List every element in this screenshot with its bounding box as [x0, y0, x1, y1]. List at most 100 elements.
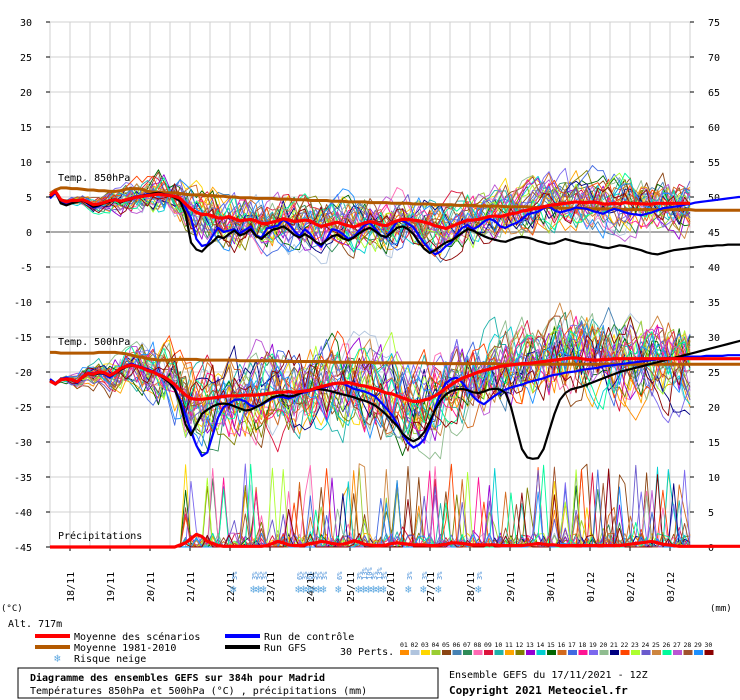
x-tick-label: 03/12 [666, 572, 677, 602]
left-tick-label: 20 [20, 88, 32, 99]
snowflake-icon: ❄ [300, 583, 307, 596]
left-tick-label: -20 [14, 368, 32, 379]
pert-850-line [49, 169, 691, 255]
pert-id-label: 22 [621, 641, 629, 649]
right-tick-label: 20 [708, 403, 720, 414]
legend-gfs-label: Run GFS [264, 643, 306, 654]
snow-pct-label: 3% [421, 571, 429, 580]
pert-id-label: 01 [400, 641, 408, 649]
right-tick-label: 25 [708, 368, 720, 379]
pert-id-label: 09 [484, 641, 492, 649]
right-tick-label: 30 [708, 333, 720, 344]
left-tick-label: -15 [14, 333, 32, 344]
pert-id-label: 20 [600, 641, 608, 649]
snow-pct-label: 3% [301, 571, 309, 580]
mean-500-line [49, 356, 740, 403]
perturbation-key: 01 02 03 04 05 06 07 08 09 10 11 12 13 14 15 16 17 18 19 20… [400, 641, 714, 655]
snowflake-icon: ❄ [420, 583, 427, 596]
snowflake-icon: ❄ [305, 583, 312, 596]
pert-500-line [49, 329, 691, 448]
right-tick-label: 50 [708, 193, 720, 204]
snowflake-icon: ❄ [375, 583, 382, 596]
footer-title: Diagramme des ensembles GEFS sur 384h po… [30, 672, 325, 684]
pert-id-label: 26 [663, 641, 671, 649]
snowflake-icon: ❄ [310, 583, 317, 596]
footer-run: Ensemble GEFS du 17/11/2021 - 12Z [449, 670, 648, 681]
left-tick-label: -45 [14, 543, 32, 554]
pert-id-label: 27 [673, 641, 681, 649]
snow-pct-label: 3% [311, 571, 319, 580]
pert-850-line [49, 179, 691, 243]
snowflake-icon: ❄ [335, 583, 342, 596]
pert-swatch [589, 650, 598, 655]
x-tick-label: 25/11 [346, 572, 357, 602]
snowflake-icon: ❄ [230, 583, 237, 596]
right-axis-unit: (mm) [710, 604, 732, 614]
snow-pct-label: 3% [436, 571, 444, 580]
pert-id-label: 28 [684, 641, 692, 649]
pert-id-label: 25 [652, 641, 660, 649]
x-tick-label: 21/11 [186, 572, 197, 602]
x-tick-label: 22/11 [226, 572, 237, 602]
legend-clim-label: Moyenne 1981-2010 [74, 643, 176, 654]
pert-swatch [578, 650, 588, 655]
left-tick-label: 15 [20, 123, 32, 134]
label-500: Temp. 500hPa [58, 337, 130, 348]
pert-850-line [49, 172, 691, 253]
altitude-label: Alt. 717m [8, 619, 62, 630]
clim-850-line [49, 186, 740, 212]
pert-swatch [652, 650, 661, 655]
main-lines [49, 186, 740, 549]
left-tick-label: -40 [14, 508, 32, 519]
pert-swatch [610, 650, 619, 655]
footer: Diagramme des ensembles GEFS sur 384h po… [17, 667, 648, 699]
snow-markers: 3%❄3%❄3%❄3%❄6%❄3%❄6%❄3%❄3%❄3%❄6%❄3%❄13%❄… [230, 567, 484, 596]
left-tick-label: 25 [20, 53, 32, 64]
pert-swatch [473, 650, 483, 655]
legend-mean-label: Moyenne des scénarios [74, 631, 200, 643]
pert-500-line [49, 324, 691, 447]
snowflake-icon: ❄ [315, 583, 322, 596]
perts-label: 30 Perts. [340, 647, 394, 658]
snow-pct-label: 6% [306, 571, 314, 580]
snowflake-icon: ❄ [380, 583, 387, 596]
right-tick-label: 55 [708, 158, 720, 169]
snow-pct-label: 3% [356, 571, 364, 580]
section-labels: Temp. 850hPa Temp. 500hPa Précipitations… [1, 173, 732, 630]
clim-500-line [50, 350, 740, 366]
left-tick-label: 0 [26, 228, 32, 239]
left-tick-label: -35 [14, 473, 32, 484]
pert-swatch [620, 650, 630, 655]
pert-id-label: 04 [432, 641, 440, 649]
pert-id-label: 16 [558, 641, 566, 649]
pert-850-line [49, 175, 691, 246]
pert-id-label: 30 [705, 641, 713, 649]
snowflake-icon: ❄ [255, 583, 262, 596]
x-tick-label: 24/11 [306, 572, 317, 602]
pert-id-label: 15 [547, 641, 555, 649]
right-tick-label: 70 [708, 53, 720, 64]
snow-pct-label: 6% [296, 571, 304, 580]
right-tick-label: 40 [708, 263, 720, 274]
snowflake-icon: ❄ [365, 583, 372, 596]
snow-pct-label: 3% [231, 571, 239, 580]
pert-swatch [442, 650, 451, 655]
snow-pct-label: 10% [366, 567, 374, 580]
pert-850-line [49, 167, 691, 251]
left-tick-label: 30 [20, 18, 32, 29]
x-tick-label: 23/11 [266, 572, 277, 602]
snowflake-icon: ❄ [250, 583, 257, 596]
pert-id-label: 05 [442, 641, 450, 649]
left-axis-unit: (°C) [1, 604, 23, 614]
pert-swatch [599, 650, 609, 655]
snow-pct-label: 3% [256, 571, 264, 580]
pert-id-label: 21 [610, 641, 618, 649]
snow-pct-label: 3% [251, 571, 259, 580]
pert-swatch [694, 650, 703, 655]
pert-swatch [431, 650, 441, 655]
pert-swatch [536, 650, 546, 655]
mean-850-line [49, 189, 690, 231]
x-tick-label: 29/11 [506, 572, 517, 602]
snow-pct-label: 3% [476, 571, 484, 580]
pert-id-label: 12 [516, 641, 524, 649]
